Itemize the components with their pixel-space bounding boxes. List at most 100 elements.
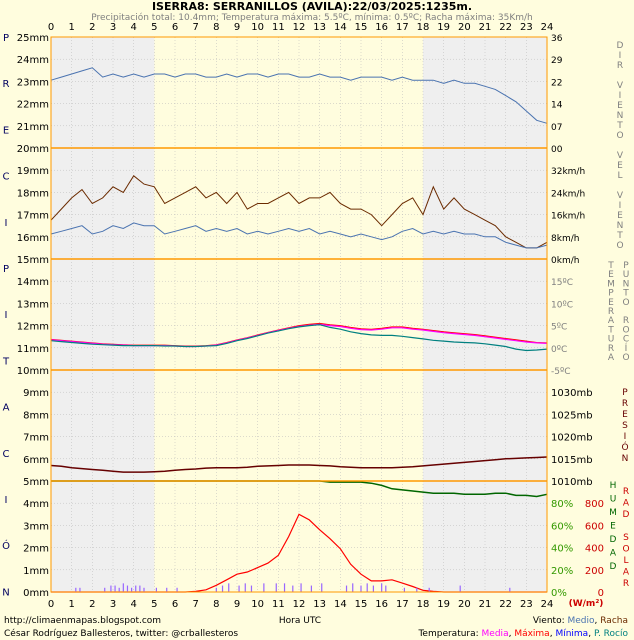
x-tick-label-bottom: 15: [355, 599, 368, 610]
temperatura-letter: R: [608, 344, 614, 354]
punto-rocio-letter: N: [623, 279, 630, 289]
rad-solar-letter: L: [623, 556, 628, 566]
precipitacion-letter: R: [3, 79, 10, 90]
punto-rocio-letter: U: [623, 270, 630, 280]
x-tick-label-bottom: 23: [520, 599, 533, 610]
precipitacion-letter: I: [5, 218, 8, 229]
temperature-tick-label: 10ºC: [551, 300, 573, 310]
plot-background: [51, 37, 547, 592]
mm-tick-label: 24mm: [17, 55, 49, 66]
vel-viento-letter: V: [617, 151, 624, 161]
temperatura-letter: A: [608, 316, 615, 326]
x-tick-label-top: 13: [313, 22, 326, 33]
precipitacion-letter: A: [3, 403, 10, 414]
wind-legend-gust: Racha: [600, 616, 628, 626]
x-tick-label-bottom: 13: [313, 599, 326, 610]
x-tick-label-bottom: 14: [334, 599, 347, 610]
rad-solar-letter: A: [623, 499, 630, 509]
mm-tick-label: 14mm: [17, 277, 49, 288]
wind-legend: Viento: Medio, Racha: [533, 616, 628, 626]
wind-speed-tick-label: 16km/h: [551, 212, 585, 222]
precipitacion-letter: N: [2, 587, 9, 598]
rad-solar-letter: S: [623, 533, 629, 543]
vel-viento-letter: O: [616, 241, 623, 251]
punto-rocio-letter: C: [623, 335, 629, 345]
mm-tick-label: 3mm: [23, 521, 49, 532]
vel-viento-letter: E: [617, 161, 623, 171]
wind-mean-line: [50, 222, 548, 249]
temp-legend-minima: Mínima: [555, 629, 588, 639]
x-tick-label-bottom: 16: [375, 599, 388, 610]
temperature-tick-label: 15ºC: [551, 278, 573, 288]
wind-speed-tick-label: 0km/h: [551, 256, 579, 266]
wind-dir-tick-label: 00: [551, 145, 563, 155]
pressure-tick-label: 1030mb: [551, 388, 593, 399]
wind-legend-prefix: Viento:: [533, 616, 568, 626]
solar-tick-label: 0: [598, 588, 604, 599]
x-tick-label-top: 8: [213, 22, 219, 33]
temperatura-letter: P: [608, 289, 614, 299]
presion-letter: N: [622, 454, 629, 464]
temp-legend-sep3: ,: [588, 629, 594, 639]
humidity-tick-label: 20%: [551, 566, 573, 577]
wind-dir-tick-label: 14: [551, 101, 563, 111]
temperatura-letter: E: [608, 270, 614, 280]
vel-viento-letter: T: [616, 231, 623, 241]
rad-solar-letter: O: [622, 545, 629, 555]
x-tick-label-top: 16: [375, 22, 388, 33]
punto-rocio-letter: O: [622, 353, 629, 363]
mm-tick-label: 4mm: [23, 499, 49, 510]
wind-dir-tick-label: 22: [551, 78, 562, 88]
x-tick-label-top: 22: [499, 22, 512, 33]
wind-speed-tick-label: 8km/h: [551, 234, 579, 244]
mm-tick-label: 20mm: [17, 144, 49, 155]
x-tick-label-top: 3: [110, 22, 116, 33]
x-tick-label-bottom: 19: [437, 599, 450, 610]
mm-tick-label: 18mm: [17, 188, 49, 199]
punto-rocio-letter: T: [622, 289, 629, 299]
temperatura-letter: U: [608, 335, 615, 345]
x-tick-label-bottom: 7: [192, 599, 198, 610]
mm-tick-label: 0mm: [23, 588, 49, 599]
wind-speed-tick-label: 32km/h: [551, 167, 585, 177]
mm-tick-label: 25mm: [17, 33, 49, 44]
vel-viento-letter: L: [617, 171, 622, 181]
pressure-line: [50, 456, 548, 473]
humedad-letter: U: [610, 495, 617, 505]
mm-tick-label: 13mm: [17, 299, 49, 310]
x-tick-label-top: 0: [48, 22, 54, 33]
x-tick-label-top: 12: [293, 22, 306, 33]
dir-viento-letter: N: [617, 111, 624, 121]
dir-viento-letter: T: [616, 121, 623, 131]
chart-title: ISERRA8: SERRANILLOS (AVILA):22/03/2025:…: [152, 0, 472, 13]
mm-tick-label: 22mm: [17, 100, 49, 111]
x-tick-label-top: 15: [355, 22, 368, 33]
vel-viento-letter: I: [619, 201, 622, 211]
temperatura-letter: T: [607, 325, 614, 335]
x-tick-label-bottom: 6: [172, 599, 178, 610]
dir-viento-letter: V: [617, 81, 624, 91]
x-tick-label-top: 10: [251, 22, 264, 33]
x-tick-label-top: 19: [437, 22, 450, 33]
dir-viento-letter: O: [616, 131, 623, 141]
x-tick-label-bottom: 1: [68, 599, 74, 610]
temperature-legend: Temperatura: Media, Máxima, Mínima, P. R…: [417, 629, 628, 639]
x-tick-label-top: 14: [334, 22, 347, 33]
precipitacion-letter: I: [5, 495, 8, 506]
humedad-letter: M: [609, 508, 617, 518]
night-band: [51, 37, 155, 592]
x-tick-label-bottom: 10: [251, 599, 264, 610]
x-tick-label-bottom: 20: [458, 599, 471, 610]
x-tick-label-top: 6: [172, 22, 178, 33]
dir-viento-letter: I: [619, 51, 622, 61]
x-tick-label-top: 20: [458, 22, 471, 33]
humidity-tick-label: 80%: [551, 499, 573, 510]
x-tick-label-top: 7: [192, 22, 198, 33]
mm-tick-label: 16mm: [17, 233, 49, 244]
dir-viento-letter: E: [617, 101, 623, 111]
precipitacion-letter: P: [3, 33, 9, 44]
temperatura-letter: R: [608, 307, 614, 317]
solar-tick-label: 200: [585, 566, 604, 577]
plot-frame: [50, 36, 548, 593]
